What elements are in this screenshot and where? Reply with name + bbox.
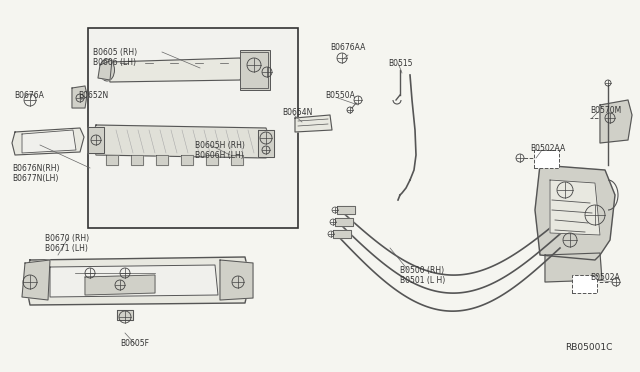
Polygon shape (50, 265, 218, 297)
Bar (534, 150, 559, 168)
Polygon shape (98, 60, 112, 80)
Polygon shape (181, 155, 193, 165)
Text: B0671 (LH): B0671 (LH) (45, 244, 88, 253)
Text: B0501 (L H): B0501 (L H) (400, 276, 445, 285)
Text: B0605 (RH): B0605 (RH) (93, 48, 137, 57)
Polygon shape (156, 155, 168, 165)
Text: B0550A: B0550A (325, 90, 355, 99)
Bar (572, 275, 597, 293)
Polygon shape (206, 155, 218, 165)
Bar (240, 50, 270, 90)
Polygon shape (295, 115, 332, 132)
Bar (88, 28, 298, 228)
Polygon shape (22, 130, 76, 153)
Polygon shape (88, 127, 104, 153)
Polygon shape (72, 86, 87, 108)
Polygon shape (535, 165, 615, 260)
Text: B0676A: B0676A (14, 90, 44, 99)
Text: B0606 (LH): B0606 (LH) (93, 58, 136, 67)
Polygon shape (545, 253, 602, 282)
Text: B0670 (RH): B0670 (RH) (45, 234, 89, 243)
Polygon shape (220, 260, 253, 300)
Ellipse shape (99, 59, 115, 81)
Polygon shape (107, 58, 245, 82)
Polygon shape (117, 310, 133, 320)
Polygon shape (600, 100, 632, 143)
Polygon shape (335, 218, 353, 226)
Text: B0502AA: B0502AA (530, 144, 565, 153)
Text: RB05001C: RB05001C (565, 343, 612, 353)
Polygon shape (106, 155, 118, 165)
Text: B0605H (RH): B0605H (RH) (195, 141, 245, 150)
Polygon shape (22, 260, 50, 300)
Text: B0570M: B0570M (590, 106, 621, 115)
Polygon shape (333, 230, 351, 238)
Polygon shape (131, 155, 143, 165)
Text: B0515: B0515 (388, 58, 413, 67)
Text: B0605F: B0605F (120, 340, 149, 349)
Polygon shape (12, 128, 84, 155)
Text: B0676N(RH): B0676N(RH) (12, 164, 60, 173)
Polygon shape (231, 155, 243, 165)
Text: B0676AA: B0676AA (330, 42, 365, 51)
Bar (240, 52, 268, 88)
Polygon shape (258, 130, 274, 157)
Text: B0652N: B0652N (78, 90, 108, 99)
Polygon shape (91, 125, 271, 158)
Text: B0677N(LH): B0677N(LH) (12, 173, 58, 183)
Polygon shape (337, 206, 355, 214)
Text: B0654N: B0654N (282, 108, 312, 116)
Text: B0500 (RH): B0500 (RH) (400, 266, 444, 275)
Text: B0606H (LH): B0606H (LH) (195, 151, 244, 160)
Polygon shape (550, 180, 600, 235)
Text: B0502A: B0502A (590, 273, 620, 282)
Polygon shape (85, 275, 155, 295)
Polygon shape (25, 257, 250, 305)
